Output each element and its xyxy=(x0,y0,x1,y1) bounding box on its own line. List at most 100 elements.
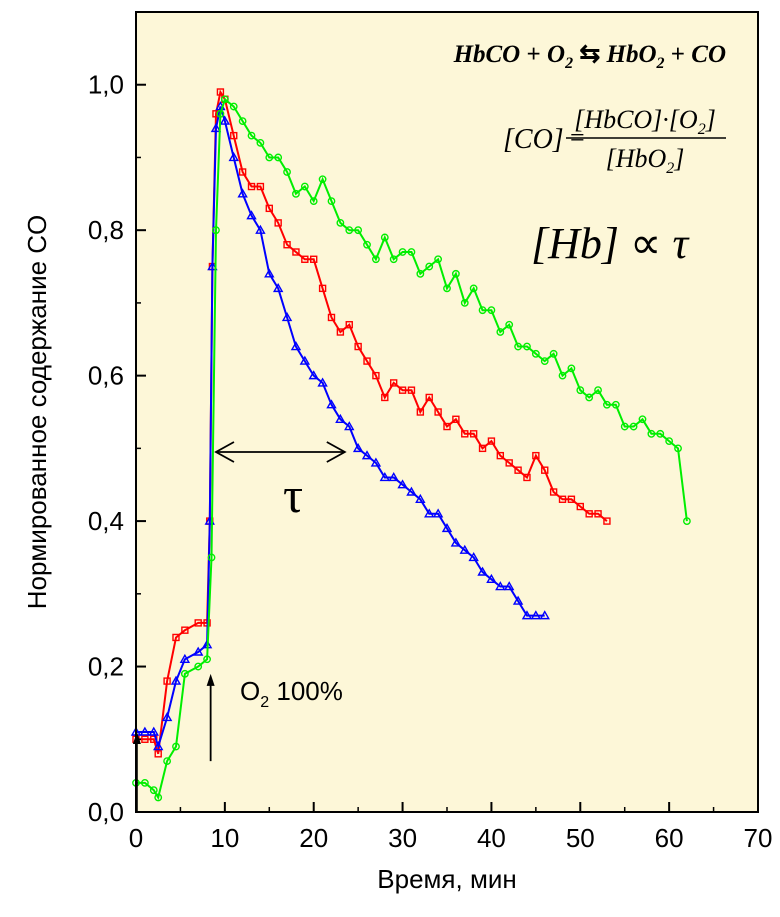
y-tick-label: 0,8 xyxy=(88,215,124,245)
data-point xyxy=(220,95,229,104)
data-point xyxy=(216,109,225,118)
data-point xyxy=(361,450,373,460)
data-point xyxy=(219,115,231,125)
data-point xyxy=(170,675,182,685)
reaction-hbco: HbCO xyxy=(453,41,521,68)
x-tick-label: 20 xyxy=(299,823,328,853)
data-point xyxy=(478,444,487,453)
data-point xyxy=(398,386,407,394)
data-point xyxy=(238,117,247,125)
data-point xyxy=(656,429,665,438)
data-point xyxy=(406,486,417,496)
equilibrium-equation: [CO] = [HbCO]·[O2] [HbO2] xyxy=(503,105,726,177)
tau-arrow-head-right xyxy=(326,441,347,463)
data-point xyxy=(255,224,266,234)
data-point xyxy=(207,261,218,271)
data-point xyxy=(397,479,408,489)
data-point xyxy=(363,357,371,365)
data-point xyxy=(335,413,346,423)
o2-arrow xyxy=(206,673,215,762)
data-point xyxy=(149,786,158,795)
data-point xyxy=(381,393,389,402)
data-point xyxy=(585,393,594,402)
data-point xyxy=(372,371,380,380)
plot-background xyxy=(136,12,758,812)
data-point xyxy=(379,472,391,482)
data-point xyxy=(352,442,364,453)
data-point xyxy=(237,188,248,198)
data-point xyxy=(336,328,345,336)
data-point xyxy=(345,226,354,235)
data-point xyxy=(434,408,442,416)
data-point xyxy=(318,284,327,293)
data-point xyxy=(398,248,407,256)
data-point xyxy=(265,153,274,162)
data-point xyxy=(163,757,172,765)
y-tick-label: 0,2 xyxy=(88,652,124,682)
data-point xyxy=(216,88,225,96)
equation-lhs: [CO] xyxy=(503,124,564,155)
data-point xyxy=(344,421,355,431)
data-point xyxy=(139,726,151,736)
data-point xyxy=(452,415,460,423)
data-point xyxy=(611,400,620,409)
data-point xyxy=(576,386,585,395)
tau-label: τ xyxy=(283,467,303,523)
data-point xyxy=(576,502,584,511)
data-point xyxy=(229,102,238,111)
data-point xyxy=(300,182,309,191)
data-point xyxy=(469,284,478,293)
data-point xyxy=(443,422,451,431)
data-point xyxy=(389,255,398,264)
data-point xyxy=(181,626,189,634)
data-point xyxy=(496,328,505,336)
data-point xyxy=(265,204,273,213)
data-point xyxy=(363,240,371,249)
data-point xyxy=(432,508,444,518)
data-point xyxy=(336,219,345,227)
data-point xyxy=(283,168,291,176)
data-point xyxy=(478,306,487,315)
data-point xyxy=(345,321,353,329)
data-point xyxy=(469,430,478,438)
data-point xyxy=(459,544,470,554)
ticks-layer: 0 10 20 30 40 50 60 70 0,0 0,2 0,4 0,6 0,8 1,0 xyxy=(88,11,772,853)
data-point xyxy=(172,633,180,642)
data-point xyxy=(541,466,549,474)
data-point xyxy=(523,342,531,351)
data-point xyxy=(140,779,149,787)
data-point xyxy=(468,552,479,562)
data-point xyxy=(514,342,522,351)
data-point xyxy=(674,444,682,453)
data-point xyxy=(487,306,496,315)
data-point xyxy=(327,197,336,205)
reaction-o2: O xyxy=(547,41,565,68)
x-tick-label: 30 xyxy=(388,823,417,853)
data-point xyxy=(415,493,426,503)
data-point xyxy=(207,553,216,562)
data-point xyxy=(246,210,257,220)
x-axis-label: Время, мин xyxy=(377,864,516,894)
reaction-equation: HbCO + O2 ⇆ HbO2 + CO xyxy=(453,41,726,74)
data-point xyxy=(486,573,497,583)
series-circle xyxy=(132,95,691,802)
equation-denominator: [HbO2] xyxy=(606,144,685,177)
data-point xyxy=(530,610,542,620)
data-point xyxy=(247,131,256,140)
y-tick-label: 0,6 xyxy=(88,361,124,391)
data-point xyxy=(290,341,302,351)
data-point xyxy=(532,451,540,460)
data-point xyxy=(514,466,522,474)
proportionality-lhs: [Hb] xyxy=(531,219,619,268)
data-point xyxy=(585,510,593,518)
data-point xyxy=(308,370,319,380)
data-point xyxy=(450,537,462,547)
start-arrow xyxy=(132,732,141,812)
data-point xyxy=(451,269,460,278)
data-point xyxy=(292,189,300,198)
data-point xyxy=(148,726,159,736)
o2-label: O2 100% xyxy=(240,676,343,711)
data-point xyxy=(161,712,173,722)
data-point xyxy=(407,386,416,394)
data-point xyxy=(540,357,549,365)
